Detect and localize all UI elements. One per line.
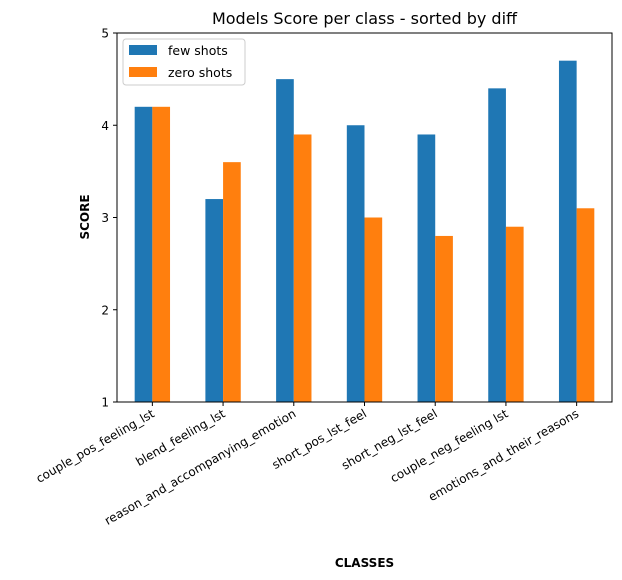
bar-few-shots-3 [346, 125, 365, 402]
y-tick-label: 2 [101, 303, 109, 317]
bars-layer [134, 60, 595, 403]
legend-label-zero-shots: zero shots [168, 65, 232, 80]
bar-few-shots-4 [417, 134, 436, 403]
legend-swatch-zero-shots [129, 67, 157, 77]
legend-label-few-shots: few shots [168, 43, 228, 58]
legend-swatch-few-shots [129, 45, 157, 55]
plot-frame [116, 32, 613, 403]
bar-few-shots-6 [558, 60, 577, 403]
y-tick-label: 5 [101, 27, 109, 41]
y-tick-label: 4 [101, 119, 109, 133]
chart-title: Models Score per class - sorted by diff [212, 9, 518, 28]
y-axis-title: SCORE [78, 194, 92, 239]
y-tick-label: 1 [101, 396, 109, 410]
bar-zero-shots-1 [223, 162, 241, 402]
bar-few-shots-5 [488, 88, 506, 402]
y-axis: 1 2 3 4 5 [101, 27, 117, 410]
bar-zero-shots-3 [364, 217, 383, 402]
bar-few-shots-0 [134, 106, 153, 403]
bar-zero-shots-4 [435, 235, 453, 402]
bar-zero-shots-6 [576, 208, 595, 402]
bar-few-shots-2 [276, 79, 294, 403]
legend: few shots zero shots [122, 38, 246, 86]
x-axis-title: CLASSES [335, 556, 394, 570]
bar-few-shots-1 [205, 199, 224, 402]
y-tick-label: 3 [101, 211, 109, 225]
bar-zero-shots-5 [505, 226, 524, 402]
bar-zero-shots-0 [152, 106, 171, 403]
bar-zero-shots-2 [293, 134, 312, 403]
